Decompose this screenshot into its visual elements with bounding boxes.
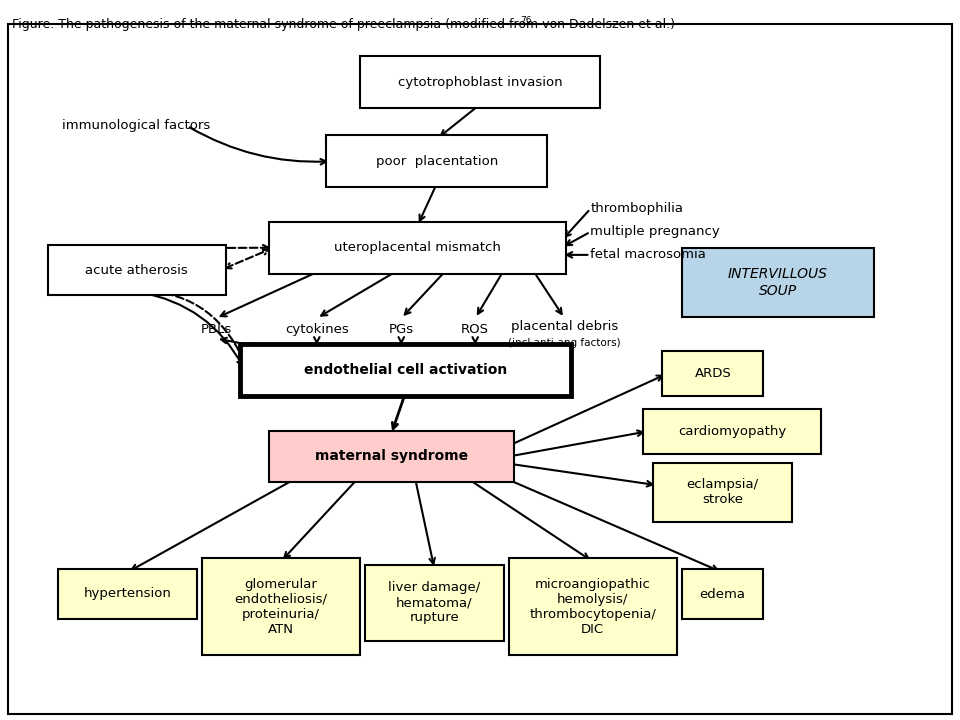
FancyBboxPatch shape xyxy=(58,569,197,619)
Text: 76: 76 xyxy=(520,16,532,24)
FancyBboxPatch shape xyxy=(202,558,360,655)
Text: PGs: PGs xyxy=(389,323,414,336)
FancyBboxPatch shape xyxy=(240,344,571,396)
Text: uteroplacental mismatch: uteroplacental mismatch xyxy=(334,241,501,254)
FancyBboxPatch shape xyxy=(269,222,566,274)
Text: (incl anti-ang factors): (incl anti-ang factors) xyxy=(508,338,621,348)
FancyBboxPatch shape xyxy=(360,56,600,108)
Text: ARDS: ARDS xyxy=(694,367,732,380)
Text: glomerular
endotheliosis/
proteinuria/
ATN: glomerular endotheliosis/ proteinuria/ A… xyxy=(234,577,327,636)
Text: placental debris: placental debris xyxy=(511,320,618,333)
Text: edema: edema xyxy=(700,588,745,600)
Text: microangiopathic
hemolysis/
thrombocytopenia/
DIC: microangiopathic hemolysis/ thrombocytop… xyxy=(529,577,657,636)
Text: fetal macrosomia: fetal macrosomia xyxy=(590,248,707,261)
FancyBboxPatch shape xyxy=(682,569,763,619)
FancyBboxPatch shape xyxy=(48,245,226,295)
Text: cardiomyopathy: cardiomyopathy xyxy=(678,425,786,438)
Text: acute atherosis: acute atherosis xyxy=(85,264,188,276)
Text: cytotrophoblast invasion: cytotrophoblast invasion xyxy=(397,76,563,89)
FancyBboxPatch shape xyxy=(365,565,504,641)
FancyBboxPatch shape xyxy=(682,248,874,317)
Text: cytokines: cytokines xyxy=(285,323,348,336)
Text: liver damage/
hematoma/
rupture: liver damage/ hematoma/ rupture xyxy=(388,582,481,624)
Text: INTERVILLOUS
SOUP: INTERVILLOUS SOUP xyxy=(728,268,828,297)
Text: PBLs: PBLs xyxy=(201,323,231,336)
Text: hypertension: hypertension xyxy=(84,588,171,600)
Text: endothelial cell activation: endothelial cell activation xyxy=(304,363,507,377)
Text: Figure. The pathogenesis of the maternal syndrome of preeclampsia (modified from: Figure. The pathogenesis of the maternal… xyxy=(12,18,675,31)
Text: ROS: ROS xyxy=(461,323,490,336)
Text: thrombophilia: thrombophilia xyxy=(590,202,684,215)
FancyBboxPatch shape xyxy=(653,463,792,522)
Text: multiple pregnancy: multiple pregnancy xyxy=(590,225,720,238)
Text: immunological factors: immunological factors xyxy=(62,120,210,132)
FancyBboxPatch shape xyxy=(269,431,514,482)
Text: maternal syndrome: maternal syndrome xyxy=(315,449,468,464)
Text: poor  placentation: poor placentation xyxy=(375,155,498,168)
FancyBboxPatch shape xyxy=(509,558,677,655)
FancyBboxPatch shape xyxy=(643,409,821,454)
FancyBboxPatch shape xyxy=(662,351,763,396)
FancyBboxPatch shape xyxy=(326,135,547,187)
Text: eclampsia/
stroke: eclampsia/ stroke xyxy=(686,479,758,506)
